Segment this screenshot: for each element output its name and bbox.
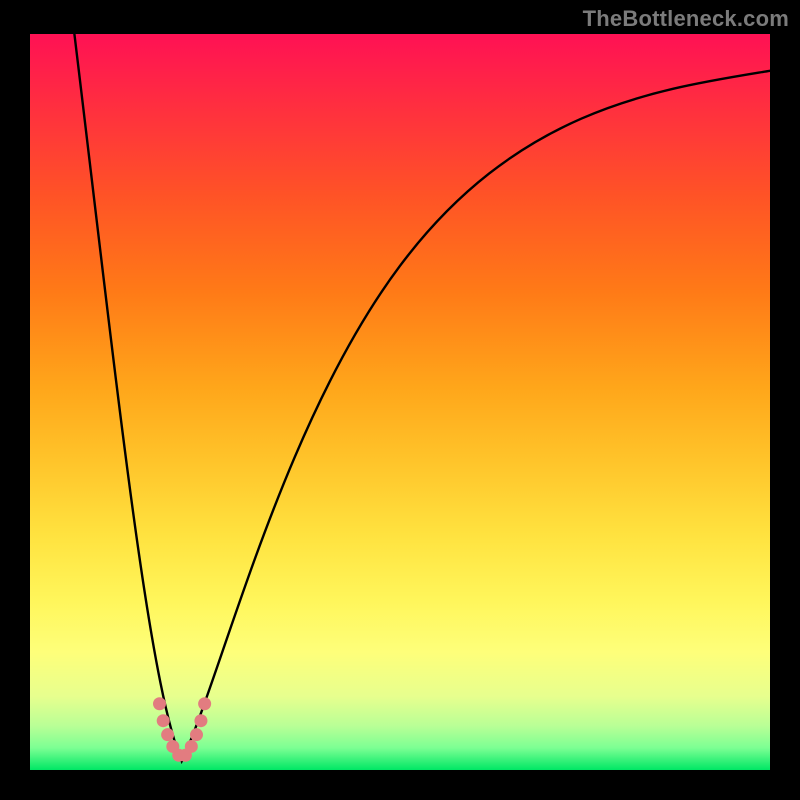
curve-marker (157, 714, 170, 727)
watermark-text: TheBottleneck.com (583, 6, 789, 32)
curve-marker (185, 740, 198, 753)
plot-area (30, 34, 770, 770)
gradient-background (30, 34, 770, 770)
curve-marker (161, 728, 174, 741)
curve-marker (198, 697, 211, 710)
curve-marker (153, 697, 166, 710)
curve-marker (194, 714, 207, 727)
curve-marker (190, 728, 203, 741)
outer-frame: TheBottleneck.com (0, 0, 800, 800)
plot-svg (30, 34, 770, 770)
